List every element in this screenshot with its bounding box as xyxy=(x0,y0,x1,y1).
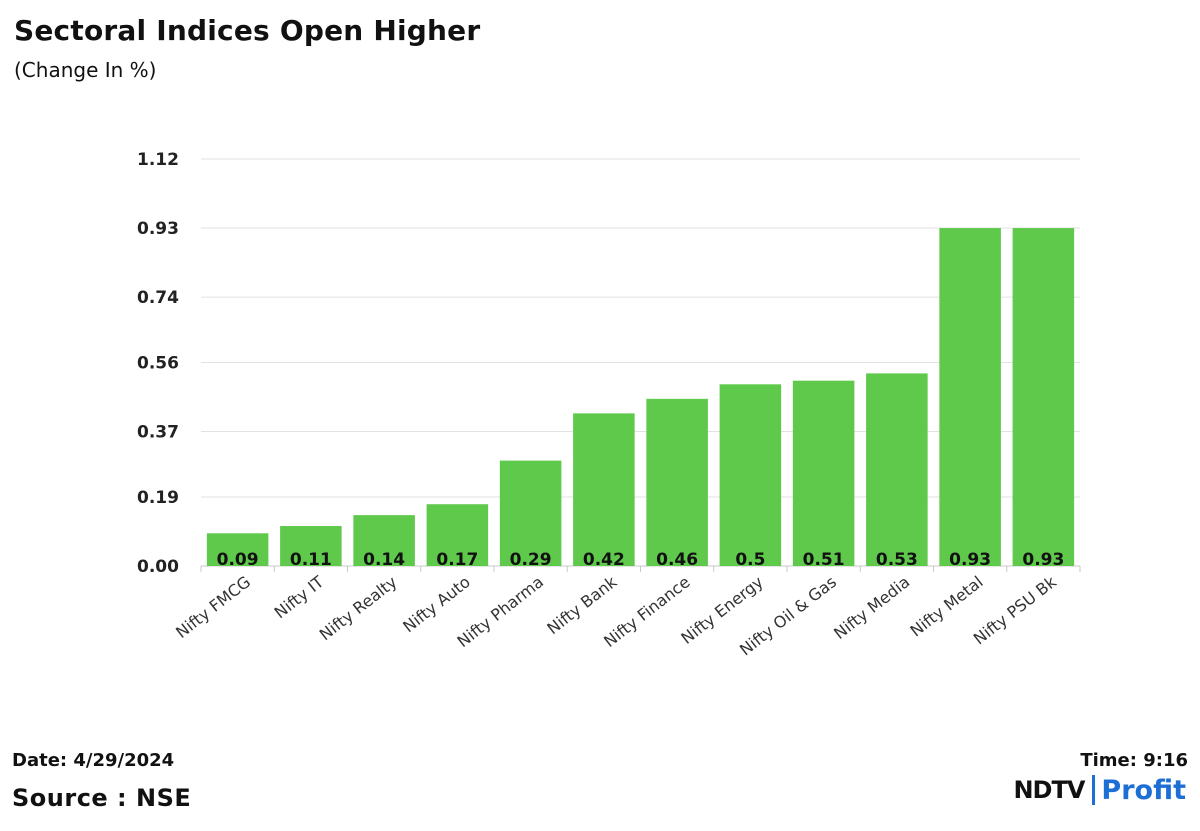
data-label: 0.5 xyxy=(735,550,765,570)
x-tick-label: Nifty IT xyxy=(271,572,328,622)
logo-profit-text: Profit xyxy=(1101,774,1186,806)
x-tick-label: Nifty Media xyxy=(830,572,913,643)
data-label: 0.93 xyxy=(949,550,991,570)
bar xyxy=(866,373,928,566)
x-tick-label: Nifty FMCG xyxy=(172,572,254,642)
data-label: 0.17 xyxy=(436,550,478,570)
logo-ndtv-text: NDTV xyxy=(1013,776,1085,804)
x-tick-label: Nifty Realty xyxy=(316,572,401,644)
data-label: 0.51 xyxy=(803,550,845,570)
bar xyxy=(1012,228,1075,566)
data-label: 0.09 xyxy=(217,550,259,570)
x-tick-label: Nifty Auto xyxy=(399,572,474,636)
bar xyxy=(499,460,562,566)
data-label: 0.14 xyxy=(363,550,405,570)
y-tick-label: 0.74 xyxy=(137,288,179,308)
chart-title: Sectoral Indices Open Higher xyxy=(14,14,481,47)
date-label: Date: 4/29/2024 xyxy=(12,750,175,771)
bar-chart: 0.00 0.19 0.37 0.56 0.74 0.93 1.12 0.09 0.11 0.1… xyxy=(137,150,1081,659)
data-label: 0.53 xyxy=(876,550,918,570)
y-axis-ticks: 0.00 0.19 0.37 0.56 0.74 0.93 1.12 xyxy=(137,150,179,577)
data-label: 0.93 xyxy=(1022,550,1064,570)
bar xyxy=(353,515,415,566)
y-tick-label: 0.19 xyxy=(137,488,179,508)
data-label: 0.46 xyxy=(656,550,698,570)
bar xyxy=(280,526,342,566)
bar xyxy=(792,380,855,566)
data-label: 0.11 xyxy=(290,550,332,570)
time-label: Time: 9:16 xyxy=(1080,750,1188,771)
logo-separator xyxy=(1092,775,1096,805)
y-tick-label: 0.37 xyxy=(137,423,179,443)
data-label: 0.29 xyxy=(510,550,552,570)
bar xyxy=(939,228,1001,566)
bars xyxy=(206,228,1075,566)
y-tick-label: 0.00 xyxy=(137,557,179,577)
y-tick-label: 0.93 xyxy=(137,219,179,239)
bar xyxy=(426,504,489,566)
data-labels: 0.09 0.11 0.14 0.17 0.29 0.42 0.46 0.5 0.51 0.53 0… xyxy=(217,550,1065,570)
data-label: 0.42 xyxy=(583,550,625,570)
ndtv-profit-logo: NDTV Profit xyxy=(1013,772,1186,808)
chart-subtitle: (Change In %) xyxy=(14,58,157,82)
bar xyxy=(646,398,708,566)
bar xyxy=(206,533,269,566)
source-label: Source : NSE xyxy=(12,784,192,812)
y-tick-label: 0.56 xyxy=(137,354,179,374)
y-tick-label: 1.12 xyxy=(137,150,179,170)
bar xyxy=(719,384,782,566)
bar xyxy=(573,413,635,566)
